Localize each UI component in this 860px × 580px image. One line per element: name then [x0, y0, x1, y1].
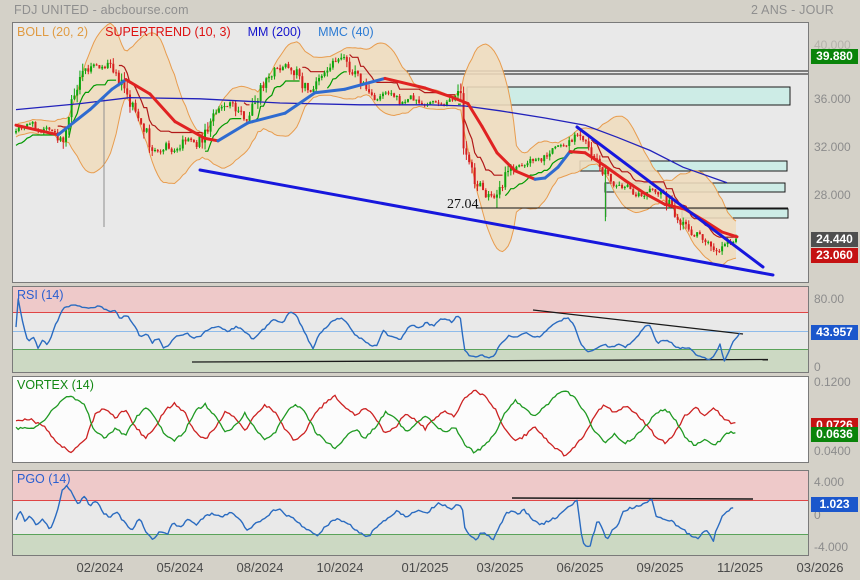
legend-item-mm: MM (200)	[247, 25, 302, 39]
pgo-axis-label: 0	[814, 508, 821, 522]
legend-item-supertrend: SUPERTREND (10, 3)	[105, 25, 231, 39]
price-badge: 24.440	[811, 231, 858, 247]
rsi-axis-label: 0	[814, 360, 821, 374]
rsi-line	[15, 298, 741, 362]
rsi-panel	[13, 287, 808, 372]
x-axis-tick: 09/2025	[636, 560, 684, 575]
vortex-panel-frame	[12, 376, 809, 463]
instrument-title: FDJ UNITED - abcbourse.com	[14, 3, 189, 17]
rsi-panel-label: RSI (14)	[17, 288, 64, 302]
support-price-annotation: 27.04	[447, 197, 479, 212]
resistance-lines	[358, 70, 808, 75]
pgo-axis-label: -4.000	[814, 540, 849, 554]
mmc-line	[14, 76, 739, 239]
vortex-lines	[15, 389, 736, 457]
price-axis-label: 36.000	[814, 92, 851, 106]
indicator-legend: BOLL (20, 2) SUPERTREND (10, 3) MM (200) MM…	[17, 25, 374, 39]
trendlines	[198, 125, 775, 277]
x-axis-tick: 05/2024	[156, 560, 204, 575]
x-axis-tick: 02/2024	[76, 560, 124, 575]
rsi-axis-label: 80.00	[814, 292, 845, 306]
pgo-panel-label: PGO (14)	[17, 472, 71, 486]
pgo-value-badge: 1.023	[811, 496, 858, 512]
x-axis-tick: 10/2024	[316, 560, 364, 575]
x-axis-tick: 11/2025	[716, 560, 764, 575]
price-axis-label: 32.000	[814, 140, 851, 154]
legend-item-boll: BOLL (20, 2)	[17, 25, 89, 39]
timeframe-label: 2 ANS - JOUR	[751, 3, 834, 17]
x-axis-tick: 06/2025	[556, 560, 604, 575]
price-axis-label: 28.000	[814, 188, 851, 202]
pgo-line	[15, 484, 734, 548]
support-line	[103, 97, 788, 227]
vortex-value-badge: 0.0636	[811, 426, 858, 442]
legend-item-mmc: MMC (40)	[318, 25, 374, 39]
vortex-axis-label: 0.0400	[814, 444, 851, 458]
price-badge: 23.060	[811, 247, 858, 263]
x-axis-tick: 03/2026	[796, 560, 844, 575]
x-axis-tick: 08/2024	[236, 560, 284, 575]
vortex-axis-label: 0.1200	[814, 375, 851, 389]
candles	[15, 53, 738, 256]
vortex-panel-label: VORTEX (14)	[17, 378, 94, 392]
x-axis-tick: 03/2025	[476, 560, 524, 575]
pgo-axis-label: 4.000	[814, 475, 845, 489]
x-axis-tick: 01/2025	[401, 560, 449, 575]
rsi-value-badge: 43.957	[811, 324, 858, 340]
pgo-panel	[13, 471, 808, 555]
price-badge: 39.880	[811, 48, 858, 64]
